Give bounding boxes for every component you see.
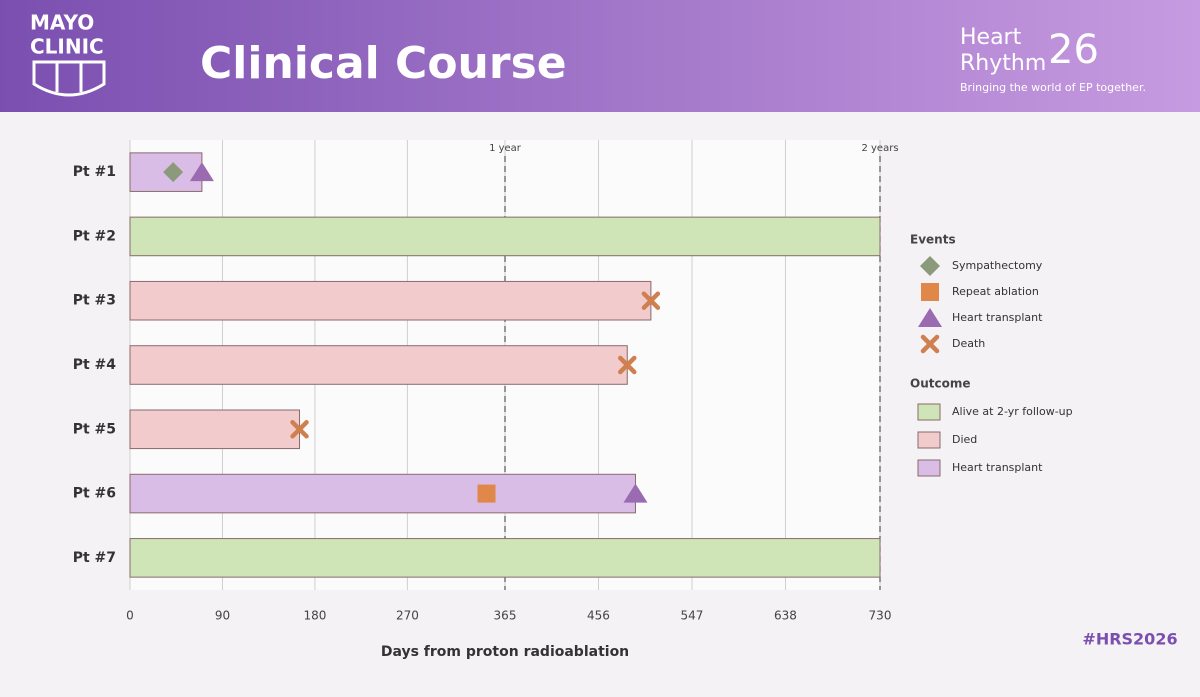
reference-label: 1 year bbox=[489, 143, 522, 154]
x-tick-label: 456 bbox=[587, 609, 610, 623]
legend-title: Outcome bbox=[910, 377, 970, 391]
x-tick-label: 90 bbox=[215, 609, 230, 623]
legend-marker bbox=[920, 334, 940, 354]
reference-label: 2 years bbox=[861, 143, 898, 154]
event-marker bbox=[290, 420, 309, 439]
x-tick-label: 547 bbox=[681, 609, 704, 623]
legend-label: Heart transplant bbox=[952, 461, 1043, 474]
legend-label: Died bbox=[952, 433, 977, 446]
event-marker bbox=[189, 162, 214, 182]
legend-swatch bbox=[917, 459, 941, 477]
patient-bar bbox=[129, 280, 652, 321]
logo-shield bbox=[32, 60, 106, 97]
patient-bar bbox=[129, 538, 881, 578]
legend-label: Death bbox=[952, 337, 985, 350]
brand-text: Heart bbox=[960, 25, 1022, 50]
slide-title: Clinical Course bbox=[200, 38, 567, 89]
patient-bar bbox=[129, 216, 881, 257]
event-marker bbox=[477, 484, 496, 503]
x-tick-label: 0 bbox=[126, 609, 134, 623]
x-axis-label: Days from proton radioablation bbox=[381, 644, 629, 660]
y-tick-label: Pt #1 bbox=[73, 164, 116, 180]
patient-bar bbox=[129, 409, 301, 450]
logo-text: MAYO bbox=[30, 11, 94, 35]
legend-label: Repeat ablation bbox=[952, 285, 1039, 298]
patient-bar bbox=[129, 345, 628, 385]
x-tick-label: 365 bbox=[494, 609, 517, 623]
x-tick-label: 638 bbox=[774, 609, 797, 623]
brand-number: 26 bbox=[1048, 27, 1099, 73]
logo-text: CLINIC bbox=[30, 35, 104, 59]
event-marker bbox=[641, 291, 661, 310]
event-marker bbox=[623, 483, 648, 503]
x-tick-label: 270 bbox=[396, 609, 419, 623]
patient-bar bbox=[129, 473, 636, 514]
brand-text: Rhythm bbox=[960, 51, 1046, 76]
legend-swatch bbox=[917, 403, 941, 421]
y-tick-label: Pt #7 bbox=[73, 550, 116, 566]
legend-marker bbox=[920, 256, 940, 276]
event-marker bbox=[618, 355, 637, 375]
header-band bbox=[0, 0, 1200, 112]
y-tick-label: Pt #6 bbox=[73, 486, 116, 502]
legend-marker bbox=[918, 308, 942, 327]
hashtag: #HRS2026 bbox=[1082, 630, 1177, 649]
legend-label: Sympathectomy bbox=[952, 259, 1043, 272]
event-marker bbox=[163, 162, 184, 183]
tagline: Bringing the world of EP together. bbox=[960, 81, 1146, 94]
y-tick-label: Pt #4 bbox=[73, 357, 117, 373]
legend-label: Heart transplant bbox=[952, 311, 1043, 324]
legend-title: Events bbox=[910, 233, 956, 247]
y-tick-label: Pt #3 bbox=[73, 293, 116, 309]
legend-marker bbox=[921, 283, 939, 301]
y-tick-label: Pt #2 bbox=[73, 228, 116, 244]
x-tick-label: 180 bbox=[303, 609, 326, 623]
legend-label: Alive at 2-yr follow-up bbox=[952, 405, 1073, 418]
x-tick-label: 730 bbox=[869, 609, 892, 623]
y-tick-label: Pt #5 bbox=[73, 421, 116, 437]
legend-swatch bbox=[917, 431, 941, 449]
